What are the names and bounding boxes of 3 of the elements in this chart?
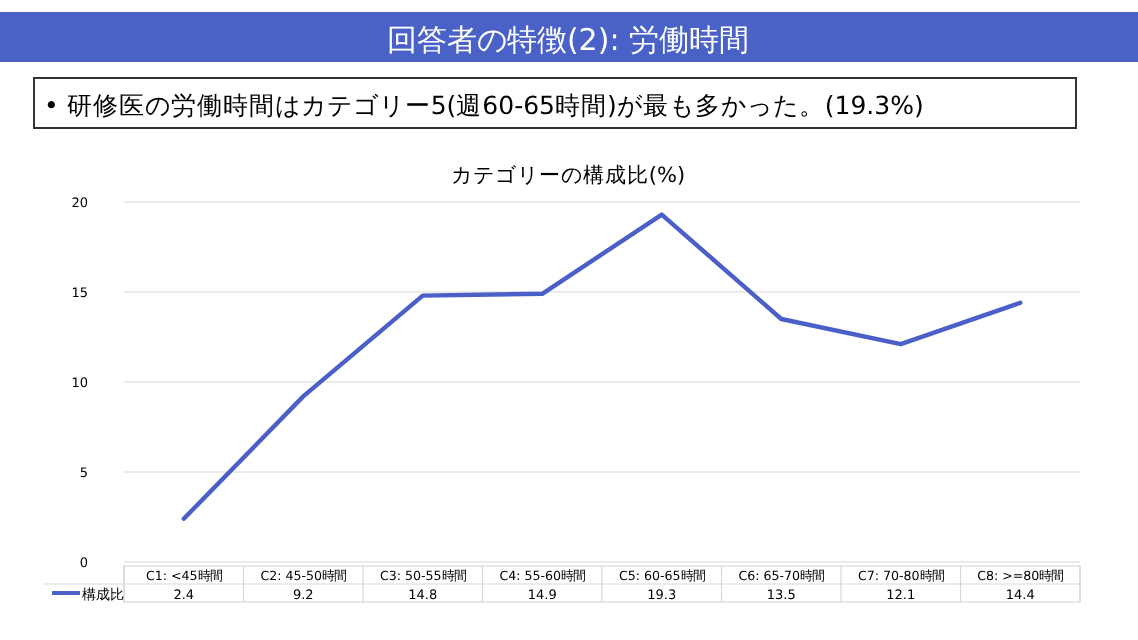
annotation: • 研修医の労働時間はカテゴリー5(週60-65時間)が最も多かった。(19.3%) [44,90,924,120]
title: 回答者の特徴(2): 労働時間 [386,22,750,58]
subtitle: カテゴリーの構成比(%) [450,164,686,188]
